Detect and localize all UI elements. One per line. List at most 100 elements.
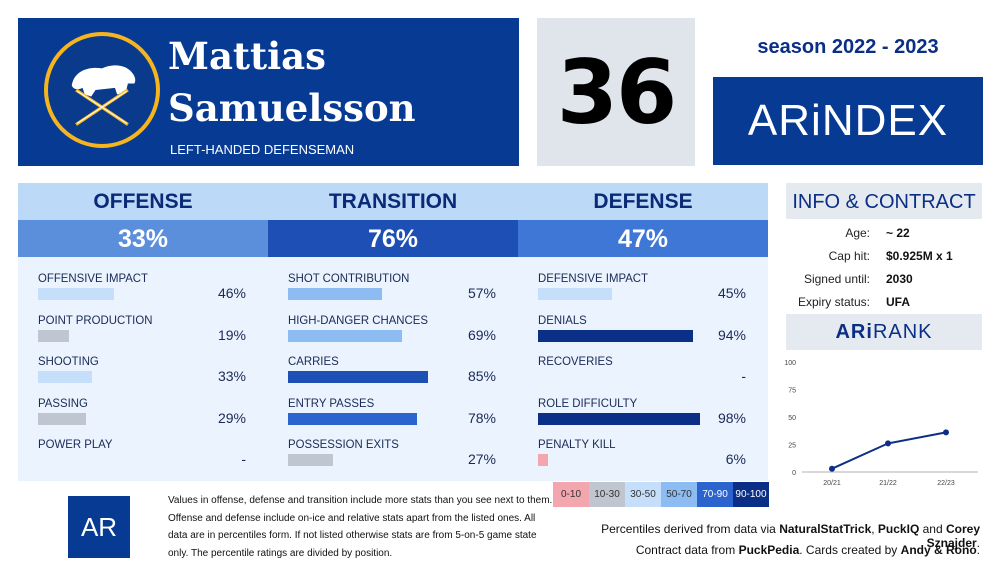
stat-row: SHOT CONTRIBUTION 57%: [268, 271, 518, 311]
credit-text: . Cards created by: [799, 543, 901, 557]
credit-authors: Andy & Rono: [900, 543, 977, 557]
arirank-point: [943, 429, 949, 436]
x-tick-label: 20/21: [823, 480, 841, 487]
stat-row: CARRIES 85%: [268, 354, 518, 394]
info-key: Signed until:: [803, 272, 870, 286]
credit-text: .: [976, 543, 980, 557]
stat-label: PENALTY KILL: [538, 437, 616, 452]
legend-item: 50-70: [661, 482, 697, 507]
stat-value: -: [241, 451, 246, 468]
stat-row: POINT PRODUCTION 19%: [18, 313, 268, 353]
jersey-number: 36: [556, 40, 677, 144]
stat-value: 69%: [467, 326, 496, 343]
stat-value: 46%: [217, 285, 246, 301]
category-title: TRANSITION: [268, 183, 518, 220]
category-percent: 76%: [268, 220, 518, 257]
jersey-number-box: 36: [537, 18, 695, 166]
credit-text: and: [919, 522, 946, 536]
stat-value: 6%: [725, 451, 746, 468]
stat-bar: [538, 412, 700, 425]
methodology-note: Values in offense, defense and transitio…: [168, 495, 553, 559]
stat-bar: [288, 412, 417, 425]
stat-row: POWER PLAY -: [18, 437, 268, 477]
stat-bar: [538, 329, 694, 342]
stat-value: 57%: [467, 285, 496, 301]
team-logo-icon: [44, 32, 160, 148]
info-value: UFA: [886, 295, 910, 309]
arirank-line: [831, 431, 947, 470]
stat-value: 78%: [467, 409, 496, 426]
stat-bar: [288, 371, 429, 384]
y-tick-label: 100: [784, 360, 796, 367]
stat-row: DEFENSIVE IMPACT 45%: [518, 271, 768, 311]
stat-label: POSSESSION EXITS: [288, 437, 399, 452]
stat-row: DENIALS 94%: [518, 313, 768, 353]
stat-row: RECOVERIES -: [518, 354, 768, 394]
stat-bar: [38, 288, 114, 300]
legend-item: 30-50: [625, 482, 661, 507]
category-title: OFFENSE: [18, 183, 268, 220]
player-name: Mattias Samuelsson: [168, 30, 416, 134]
stat-row: PENALTY KILL 6%: [518, 437, 768, 477]
legend-item: 0-10: [553, 482, 589, 507]
season-label: season 2022 - 2023: [757, 36, 939, 58]
contract-credit: Contract data from PuckPedia. Cards crea…: [560, 543, 980, 557]
credit-text: .: [976, 536, 980, 550]
stat-value: 85%: [467, 368, 496, 385]
stat-value: 94%: [717, 326, 746, 343]
stat-value: 98%: [717, 409, 746, 426]
info-contract-table: Age: ~ 22 Cap hit: $0.925M x 1 Signed until:…: [786, 222, 982, 314]
category-title: DEFENSE: [518, 183, 768, 220]
stat-label: OFFENSIVE IMPACT: [38, 271, 149, 285]
stat-label: POINT PRODUCTION: [38, 312, 153, 327]
data-credit: Percentiles derived from data via Natura…: [560, 522, 980, 550]
stat-label: SHOOTING: [38, 354, 99, 369]
stat-row: OFFENSIVE IMPACT 46%: [18, 271, 268, 311]
stat-row: ENTRY PASSES 78%: [268, 396, 518, 436]
info-row: Expiry status: UFA: [786, 291, 982, 314]
arirank-title-bold: ARi: [835, 321, 873, 343]
arirank-chart: 0 25 50 75 100 20/21 21/22 22/23: [784, 360, 978, 487]
credit-source-naturalstattrick: NaturalStatTrick: [779, 522, 872, 536]
credit-text: Percentiles derived from data via: [601, 522, 780, 536]
stat-label: CARRIES: [288, 354, 339, 369]
y-tick-label: 0: [792, 470, 796, 477]
stat-bar: [288, 454, 333, 467]
info-row: Cap hit: $0.925M x 1: [786, 245, 982, 268]
info-key: Cap hit:: [828, 249, 870, 263]
stat-value: 45%: [717, 285, 746, 301]
stat-value: 29%: [217, 409, 246, 426]
legend-item: 70-90: [697, 482, 733, 507]
stat-label: DEFENSIVE IMPACT: [538, 271, 649, 285]
x-tick-label: 21/22: [879, 480, 897, 487]
player-position: LEFT-HANDED DEFENSEMAN: [170, 142, 355, 157]
player-header: Mattias Samuelsson LEFT-HANDED DEFENSEMA…: [18, 18, 519, 166]
ar-logo: AR: [68, 496, 130, 558]
ariindex-brand: ARiNDEX: [713, 77, 983, 165]
stat-row: SHOOTING 33%: [18, 354, 268, 394]
x-tick-label: 22/23: [937, 480, 955, 487]
stat-label: POWER PLAY: [38, 437, 113, 452]
percentile-legend: 0-10 10-30 30-50 50-70 70-90 90-100: [553, 482, 769, 507]
info-row: Signed until: 2030: [786, 268, 982, 291]
stat-label: ROLE DIFFICULTY: [538, 395, 638, 410]
stat-row: HIGH-DANGER CHANCES 69%: [268, 313, 518, 353]
arirank-title-rest: RANK: [872, 321, 933, 343]
info-key: Age:: [845, 226, 870, 240]
category-transition: TRANSITION 76% SHOT CONTRIBUTION 57% HIGH-DA…: [268, 183, 518, 481]
stat-value: 33%: [217, 368, 246, 385]
stat-bar: [38, 371, 93, 384]
info-key: Expiry status:: [797, 295, 870, 309]
info-row: Age: ~ 22: [786, 222, 982, 245]
stat-value: 27%: [467, 451, 496, 468]
stat-bar: [288, 288, 383, 300]
category-defense: DEFENSE 47% DEFENSIVE IMPACT 45% DENIALS 94% R…: [518, 183, 768, 481]
stat-bar: [38, 329, 70, 342]
credit-source-puckiq: PuckIQ: [877, 522, 920, 536]
info-value: ~ 22: [886, 226, 910, 240]
stat-bar: [288, 329, 402, 342]
player-last-name: Samuelsson: [168, 86, 416, 130]
stat-label: DENIALS: [538, 312, 587, 327]
legend-item: 10-30: [589, 482, 625, 507]
credit-text: Contract data from: [635, 543, 739, 557]
